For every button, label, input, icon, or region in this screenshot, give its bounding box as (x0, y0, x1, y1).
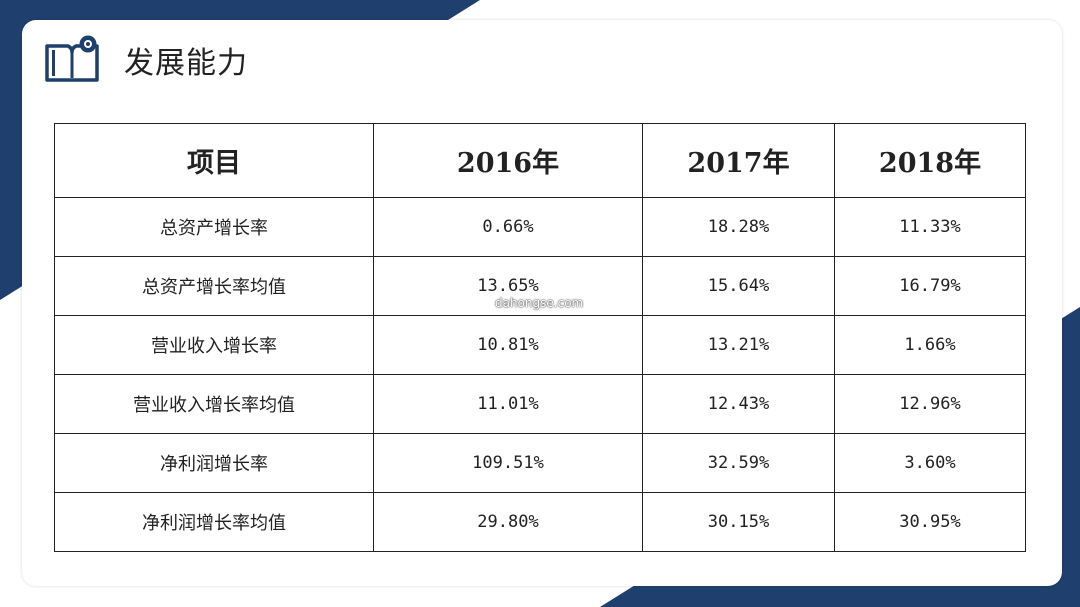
cell-2017: 12.43% (642, 374, 835, 434)
page-title: 发展能力 (124, 46, 248, 81)
row-label: 营业收入增长率均值 (54, 374, 374, 434)
column-header-item: 项目 (54, 123, 374, 198)
table-row: 总资产增长率均值 13.65% 15.64% 16.79% (54, 256, 1026, 316)
cell-2016: 10.81% (373, 315, 643, 375)
open-book-icon (45, 35, 99, 82)
cell-2016: 29.80% (373, 492, 643, 552)
watermark-text: dahongse.com (495, 296, 584, 310)
table-row: 净利润增长率均值 29.80% 30.15% 30.95% (54, 492, 1026, 552)
cell-2018: 1.66% (834, 315, 1026, 375)
cell-2017: 18.28% (642, 197, 835, 257)
growth-ability-table: 项目 2016年 2017年 2018年 总资产增长率 0.66% 18.28%… (54, 123, 1026, 552)
cell-2016: 11.01% (373, 374, 643, 434)
row-label: 营业收入增长率 (54, 315, 374, 375)
table-header-row: 项目 2016年 2017年 2018年 (54, 123, 1026, 198)
row-label: 净利润增长率均值 (54, 492, 374, 552)
cell-2018: 12.96% (834, 374, 1026, 434)
row-label: 总资产增长率 (54, 197, 374, 257)
column-header-2018: 2018年 (834, 123, 1026, 198)
cell-2016: 0.66% (373, 197, 643, 257)
cell-2018: 16.79% (834, 256, 1026, 316)
cell-2018: 30.95% (834, 492, 1026, 552)
cell-2017: 32.59% (642, 433, 835, 493)
cell-2017: 15.64% (642, 256, 835, 316)
table-row: 营业收入增长率 10.81% 13.21% 1.66% (54, 315, 1026, 375)
row-label: 净利润增长率 (54, 433, 374, 493)
cell-2017: 13.21% (642, 315, 835, 375)
cell-2018: 11.33% (834, 197, 1026, 257)
table-row: 总资产增长率 0.66% 18.28% 11.33% (54, 197, 1026, 257)
column-header-2017: 2017年 (642, 123, 835, 198)
cell-2017: 30.15% (642, 492, 835, 552)
table-row: 营业收入增长率均值 11.01% 12.43% 12.96% (54, 374, 1026, 434)
table-row: 净利润增长率 109.51% 32.59% 3.60% (54, 433, 1026, 493)
cell-2016: 109.51% (373, 433, 643, 493)
cell-2018: 3.60% (834, 433, 1026, 493)
row-label: 总资产增长率均值 (54, 256, 374, 316)
column-header-2016: 2016年 (373, 123, 643, 198)
